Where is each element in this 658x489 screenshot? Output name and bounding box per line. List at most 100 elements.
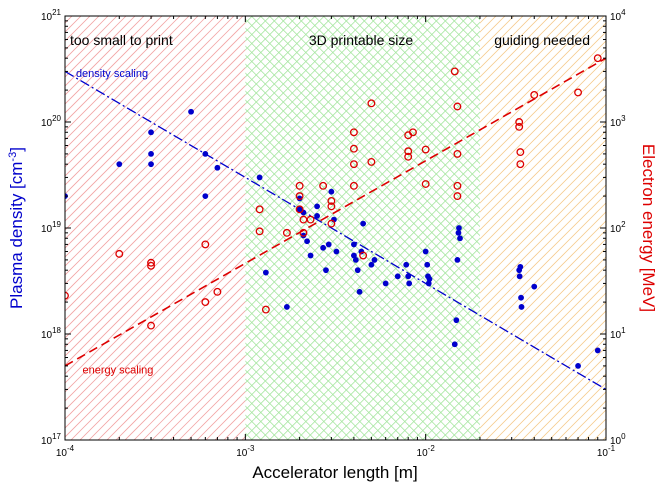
- hatch-line: [479, 202, 606, 330]
- region-label-guiding: guiding needed: [494, 32, 590, 48]
- hatch-line: [245, 16, 397, 168]
- energy-data-point: [408, 128, 417, 137]
- energy-data-point: [295, 192, 304, 201]
- energy-data-point: [574, 88, 583, 97]
- hatch-line: [65, 148, 246, 330]
- density-data-point: [352, 257, 359, 263]
- density-data-point: [368, 261, 375, 268]
- density-data-point: [405, 273, 412, 280]
- hatch-line: [479, 121, 606, 249]
- density-data-point: [328, 188, 335, 195]
- energy-data-point: [147, 321, 155, 330]
- hatch-line: [479, 175, 606, 303]
- hatch-line: [151, 346, 246, 440]
- hatch-line: [479, 67, 606, 195]
- hatch-line: [245, 351, 334, 440]
- hatch-line: [245, 360, 325, 440]
- x-axis-title: Accelerator length [m]: [252, 463, 417, 482]
- hatch-line: [479, 49, 606, 177]
- hatch-line: [245, 135, 480, 372]
- hatch-line: [479, 256, 606, 384]
- hatch-line: [245, 216, 469, 440]
- hatch-line: [65, 16, 190, 141]
- hatch-line: [65, 76, 246, 258]
- hatch-line: [479, 247, 606, 375]
- energy-data-point: [319, 181, 328, 190]
- density-data-point: [457, 235, 463, 242]
- hatch-line: [65, 175, 246, 357]
- density-data-point: [518, 304, 525, 310]
- density-data-point: [148, 129, 154, 136]
- hatch-line: [65, 184, 246, 366]
- density-data-point: [456, 225, 462, 231]
- hatch-line: [65, 16, 199, 150]
- y-right-axis-title: Electron energy [MeV]: [639, 144, 658, 312]
- energy-data-point: [115, 249, 124, 258]
- hatch-line: [245, 63, 480, 300]
- hatch-line: [341, 16, 480, 156]
- energy-data-point: [359, 251, 368, 260]
- density-data-point: [354, 267, 361, 274]
- hatch-line: [65, 202, 246, 384]
- region-label-3d-printable: 3D printable size: [309, 32, 413, 48]
- energy-data-point: [201, 298, 210, 307]
- hatch-line: [479, 16, 587, 123]
- hatch-line: [142, 337, 246, 440]
- hatch-line: [305, 16, 480, 192]
- hatch-line: [314, 16, 480, 183]
- y-left-tick-label: 1020: [41, 114, 62, 129]
- density-data-point: [356, 288, 363, 295]
- energy-data-point: [299, 228, 308, 237]
- energy-data-point: [295, 181, 304, 190]
- hatch-line: [479, 16, 560, 96]
- hatch-line: [350, 309, 480, 440]
- hatch-line: [245, 324, 361, 440]
- energy-scaling-annotation: energy scaling: [82, 365, 153, 377]
- energy-data-point: [327, 202, 336, 211]
- density-scaling-line: [65, 70, 606, 390]
- hatch-line: [65, 130, 246, 312]
- energy-data-point: [282, 228, 291, 237]
- hatch-line: [245, 315, 370, 440]
- density-data-point: [304, 238, 310, 245]
- density-data-point: [403, 261, 410, 268]
- energy-data-point: [421, 145, 430, 154]
- density-data-point: [256, 174, 263, 181]
- density-data-point: [594, 347, 601, 354]
- y-left-tick-label: 1018: [41, 326, 62, 341]
- hatch-line: [160, 355, 246, 440]
- hatch-line: [350, 16, 480, 147]
- hatch-line: [65, 58, 246, 240]
- hatch-line: [305, 264, 480, 440]
- density-data-point: [451, 341, 458, 348]
- hatch-line: [479, 193, 606, 321]
- energy-data-point: [404, 147, 413, 156]
- x-tick-label: 10-1: [597, 444, 616, 459]
- hatch-line: [485, 319, 606, 440]
- region-hatch-1: [245, 16, 480, 440]
- hatch-line: [245, 288, 397, 440]
- density-data-point: [531, 283, 538, 290]
- density-data-point: [320, 244, 327, 251]
- hatch-line: [245, 279, 406, 440]
- hatch-line: [479, 139, 606, 267]
- data-points-layer: [65, 54, 602, 369]
- density-data-point: [351, 241, 357, 248]
- hatch-line: [479, 166, 606, 294]
- hatch-line: [404, 16, 480, 93]
- hatch-line: [245, 16, 370, 141]
- hatch-line: [245, 243, 442, 440]
- density-data-point: [518, 294, 524, 301]
- hatch-line: [245, 117, 480, 354]
- hatch-line: [245, 16, 343, 114]
- hatch-line: [323, 282, 480, 440]
- hatch-line: [245, 16, 388, 159]
- region-label-too-small: too small to print: [70, 32, 173, 48]
- y-right-tick-label: 104: [610, 8, 626, 23]
- hatch-line: [65, 31, 246, 213]
- hatch-line: [245, 126, 480, 363]
- density-data-point: [307, 252, 314, 259]
- hatch-line: [65, 16, 163, 114]
- energy-data-point: [593, 54, 602, 63]
